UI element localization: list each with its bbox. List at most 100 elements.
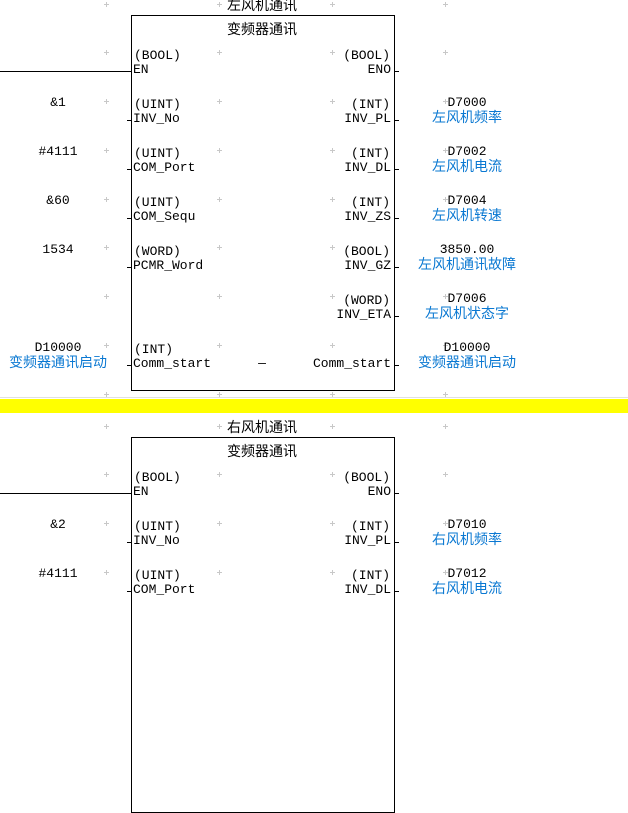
grid-dot xyxy=(104,570,109,575)
grid-dot xyxy=(443,392,448,397)
output-pin-name[interactable]: INV_DL xyxy=(344,582,391,597)
input-pin-type: (UINT) xyxy=(134,195,181,210)
output-operand[interactable]: D10000 xyxy=(443,340,491,355)
output-pin-stub xyxy=(394,316,399,317)
output-operand[interactable]: D7012 xyxy=(447,566,487,581)
grid-dot xyxy=(330,472,335,477)
input-pin-name[interactable]: EN xyxy=(133,484,149,499)
output-operand[interactable]: D7000 xyxy=(447,95,487,110)
rung-separator-highlight[interactable] xyxy=(0,399,628,413)
output-pin-type: (INT) xyxy=(350,146,390,161)
grid-dot xyxy=(217,392,222,397)
grid-dot xyxy=(217,570,222,575)
output-pin-type: (INT) xyxy=(350,195,390,210)
output-pin-type: (BOOL) xyxy=(343,48,390,63)
input-operand[interactable]: #4111 xyxy=(38,144,78,159)
grid-dot xyxy=(443,343,448,348)
output-pin-type: (WORD) xyxy=(343,293,390,308)
grid-dot xyxy=(330,521,335,526)
output-pin-type: (BOOL) xyxy=(343,470,390,485)
grid-dot xyxy=(217,148,222,153)
output-pin-stub xyxy=(394,365,399,366)
grid-dot xyxy=(443,2,448,7)
output-pin-name[interactable]: INV_ETA xyxy=(336,307,391,322)
output-pin-name[interactable]: Comm_start xyxy=(312,356,391,371)
grid-dot xyxy=(217,472,222,477)
grid-dot xyxy=(217,521,222,526)
output-comment: 左风机通讯故障 xyxy=(418,257,516,273)
input-pin-name[interactable]: COM_Port xyxy=(133,160,196,175)
function-block-1[interactable] xyxy=(131,437,395,813)
grid-dot xyxy=(104,2,109,7)
grid-dot xyxy=(443,521,448,526)
input-pin-type: (BOOL) xyxy=(134,470,181,485)
output-operand[interactable]: 3850.00 xyxy=(439,242,495,257)
output-pin-name[interactable]: INV_DL xyxy=(344,160,391,175)
input-pin-name[interactable]: INV_No xyxy=(133,533,180,548)
output-operand[interactable]: D7004 xyxy=(447,193,487,208)
input-operand[interactable]: &60 xyxy=(46,193,70,208)
output-comment: 左风机电流 xyxy=(432,159,502,175)
input-pin-stub xyxy=(127,120,131,121)
output-pin-type: (BOOL) xyxy=(343,244,390,259)
grid-dot xyxy=(104,148,109,153)
output-operand[interactable]: D7006 xyxy=(447,291,487,306)
output-pin-type: (INT) xyxy=(350,568,390,583)
output-comment: 左风机频率 xyxy=(432,110,502,126)
grid-dot xyxy=(104,424,109,429)
output-pin-name[interactable]: INV_ZS xyxy=(344,209,391,224)
input-operand[interactable]: D10000 xyxy=(34,340,82,355)
block-instance-title: 左风机通讯 xyxy=(227,0,297,14)
output-pin-stub xyxy=(394,542,399,543)
output-pin-name[interactable]: ENO xyxy=(367,62,391,77)
output-operand[interactable]: D7010 xyxy=(447,517,487,532)
function-block-0[interactable] xyxy=(131,15,395,391)
input-pin-stub xyxy=(127,267,131,268)
output-comment: 左风机转速 xyxy=(432,208,502,224)
output-operand[interactable]: D7002 xyxy=(447,144,487,159)
middle-dash: — xyxy=(258,356,266,371)
input-pin-name[interactable]: INV_No xyxy=(133,111,180,126)
output-pin-name[interactable]: INV_PL xyxy=(344,111,391,126)
input-pin-name[interactable]: Comm_start xyxy=(133,356,212,371)
input-operand[interactable]: #4111 xyxy=(38,566,78,581)
output-pin-stub xyxy=(394,591,399,592)
function-block-name: 变频器通讯 xyxy=(227,444,297,460)
output-pin-stub xyxy=(394,71,399,72)
input-pin-type: (UINT) xyxy=(134,146,181,161)
input-pin-stub xyxy=(127,169,131,170)
grid-dot xyxy=(330,50,335,55)
input-pin-type: (INT) xyxy=(134,342,174,357)
grid-dot xyxy=(217,2,222,7)
grid-dot xyxy=(443,472,448,477)
output-comment: 右风机频率 xyxy=(432,532,502,548)
input-operand[interactable]: &2 xyxy=(50,517,66,532)
grid-dot xyxy=(443,245,448,250)
grid-dot xyxy=(443,424,448,429)
output-pin-stub xyxy=(394,493,399,494)
input-pin-name[interactable]: COM_Port xyxy=(133,582,196,597)
input-operand[interactable]: &1 xyxy=(50,95,66,110)
output-pin-type: (INT) xyxy=(350,519,390,534)
input-operand[interactable]: 1534 xyxy=(42,242,74,257)
grid-dot xyxy=(330,2,335,7)
grid-dot xyxy=(104,521,109,526)
output-pin-name[interactable]: ENO xyxy=(367,484,391,499)
grid-dot xyxy=(217,424,222,429)
grid-dot xyxy=(330,294,335,299)
rung-divider xyxy=(0,397,628,398)
grid-dot xyxy=(217,99,222,104)
input-pin-name[interactable]: COM_Sequ xyxy=(133,209,196,224)
grid-dot xyxy=(104,392,109,397)
output-pin-name[interactable]: INV_GZ xyxy=(344,258,391,273)
grid-dot xyxy=(217,197,222,202)
output-pin-type: (INT) xyxy=(350,97,390,112)
grid-dot xyxy=(330,99,335,104)
output-pin-name[interactable]: INV_PL xyxy=(344,533,391,548)
input-pin-name[interactable]: PCMR_Word xyxy=(133,258,204,273)
grid-dot xyxy=(330,343,335,348)
grid-dot xyxy=(443,99,448,104)
input-pin-name[interactable]: EN xyxy=(133,62,149,77)
power-rail-wire xyxy=(0,71,131,72)
grid-dot xyxy=(217,245,222,250)
